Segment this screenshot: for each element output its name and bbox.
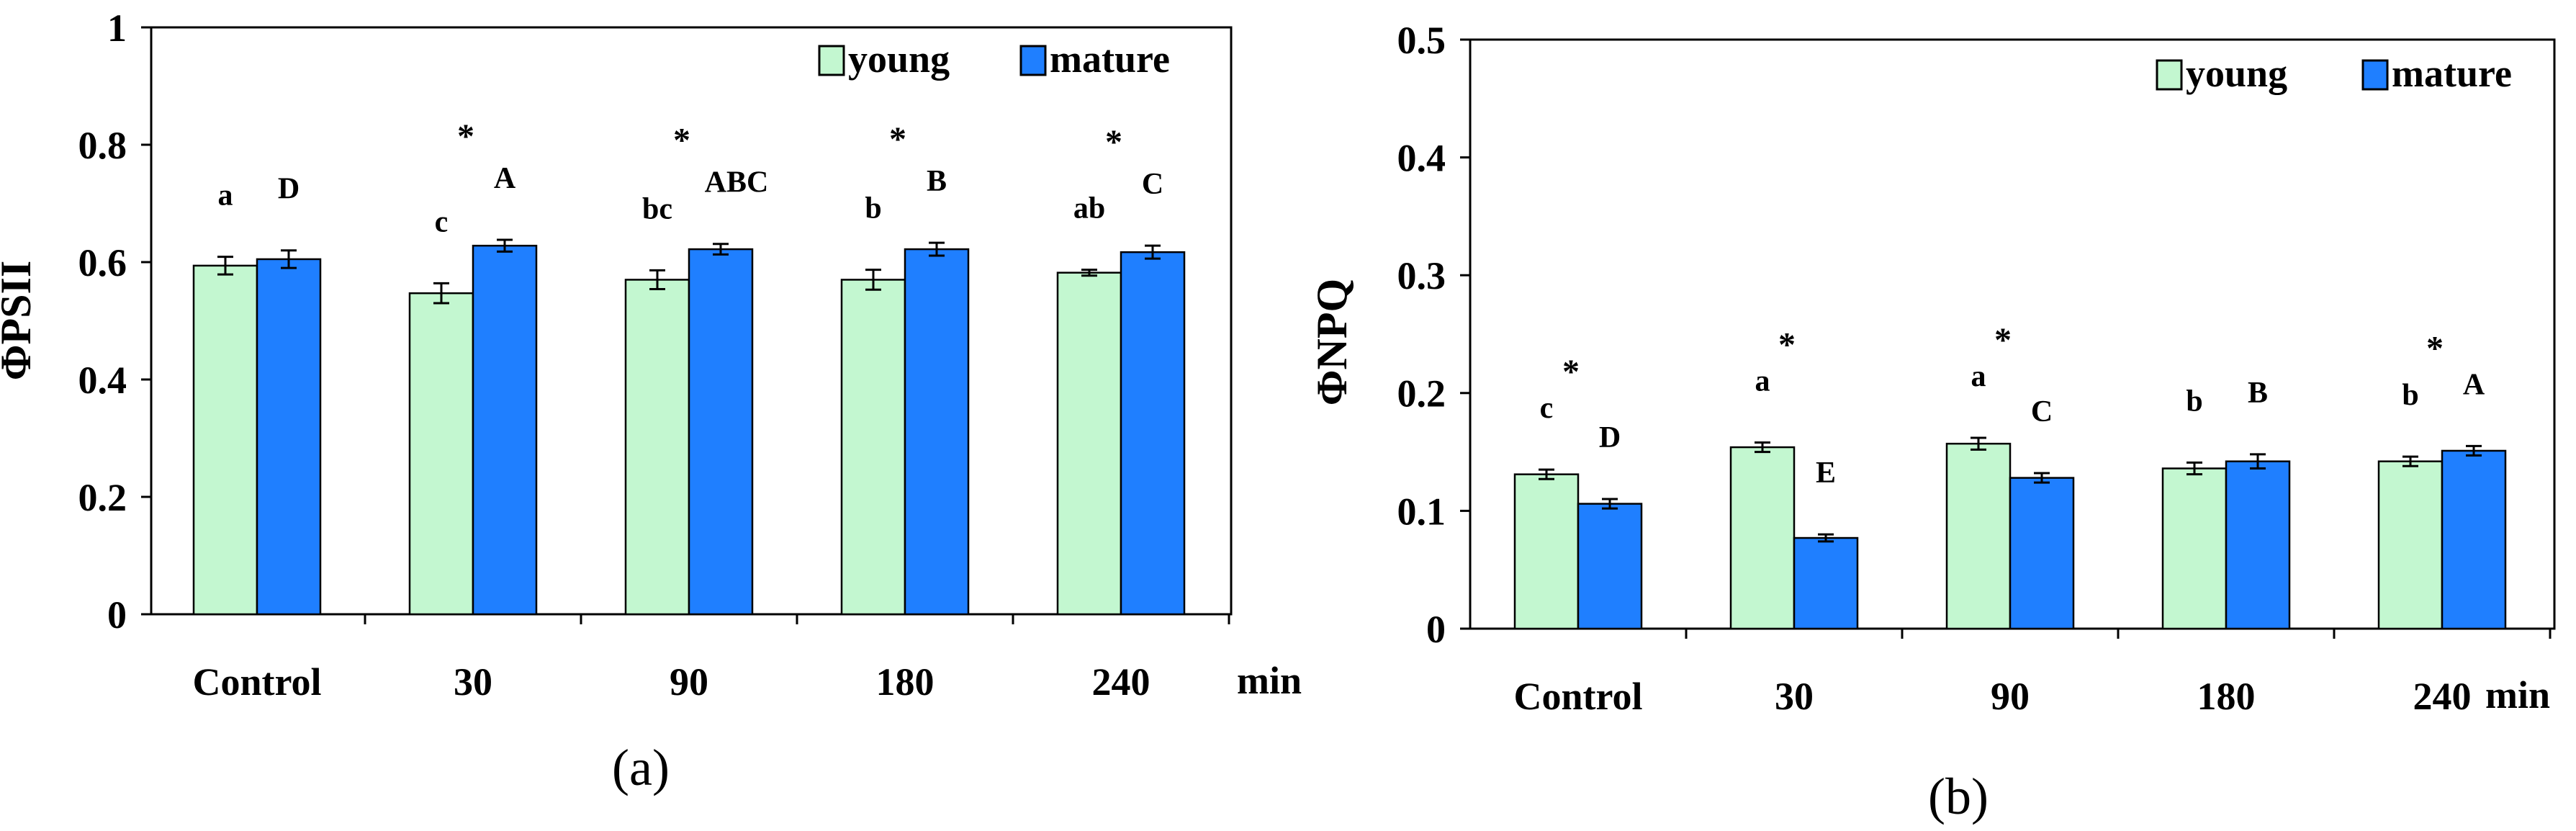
significance-letter-mature: ABC: [705, 166, 769, 199]
significance-letter-young: b: [865, 192, 881, 225]
panel-label: (b): [1928, 768, 1989, 825]
x-tick-label: 240: [2413, 675, 2472, 718]
legend-label-mature: mature: [2392, 52, 2512, 95]
y-axis-label: ΦNPQ: [1308, 279, 1356, 405]
legend-label-young: young: [848, 37, 950, 81]
significance-letter-young: ab: [1073, 192, 1105, 225]
bar-young-240: [2377, 460, 2444, 630]
significance-letter-young: a: [1971, 360, 1986, 393]
legend-swatch-mature: [1019, 45, 1047, 76]
significance-letter-mature: A: [2463, 368, 2485, 401]
y-tick-label: 0.1: [1397, 490, 1446, 533]
bar-mature-Control: [256, 258, 322, 616]
significance-star: *: [1562, 353, 1580, 391]
significance-letter-young: bc: [642, 192, 672, 225]
bar-mature-180: [2225, 460, 2291, 630]
significance-star: *: [1994, 321, 2012, 359]
x-axis-label: min: [2485, 673, 2550, 717]
y-tick-label: 0: [107, 593, 127, 637]
x-tick-label: 30: [454, 660, 492, 704]
panel-label: (a): [612, 739, 670, 796]
significance-letter-mature: C: [2031, 395, 2053, 428]
x-tick-label: 90: [1991, 675, 2030, 718]
bar-young-180: [840, 279, 906, 616]
x-tick-label: 90: [670, 660, 708, 704]
significance-star: *: [1105, 123, 1122, 161]
y-axis-label: ΦPSII: [0, 261, 40, 380]
significance-letter-young: a: [218, 179, 233, 212]
y-tick-label: 1: [107, 6, 127, 50]
legend-swatch-mature: [2361, 59, 2389, 91]
x-tick-label: 180: [876, 660, 935, 704]
significance-letter-young: c: [1540, 392, 1554, 425]
y-tick-label: 0.8: [78, 124, 127, 167]
x-tick-label: 30: [1775, 675, 1814, 718]
significance-letter-mature: A: [494, 162, 516, 195]
bar-young-30: [1729, 446, 1796, 630]
bar-young-240: [1056, 271, 1122, 616]
bar-young-Control: [1513, 473, 1580, 630]
y-tick-label: 0: [1426, 608, 1446, 651]
significance-star: *: [889, 120, 906, 158]
y-tick-label: 0.3: [1397, 254, 1446, 297]
bar-young-30: [408, 292, 474, 616]
bar-mature-240: [2441, 449, 2507, 630]
bar-mature-180: [904, 248, 970, 616]
y-tick-label: 0.2: [78, 476, 127, 519]
significance-star: *: [673, 122, 690, 160]
significance-letter-young: b: [2402, 379, 2418, 412]
x-tick-label: Control: [192, 660, 321, 704]
bar-mature-240: [1120, 251, 1186, 616]
bar-young-90: [624, 279, 690, 616]
significance-letter-mature: C: [1142, 168, 1163, 201]
significance-letter-young: a: [1755, 365, 1770, 398]
significance-star: *: [2426, 329, 2444, 367]
significance-star: *: [1778, 326, 1796, 364]
x-tick-label: 240: [1092, 660, 1150, 704]
significance-star: *: [457, 117, 474, 156]
significance-letter-mature: B: [927, 165, 947, 198]
bar-mature-30: [1793, 536, 1859, 630]
bar-mature-30: [472, 244, 538, 616]
significance-letter-young: b: [2186, 385, 2202, 418]
significance-letter-mature: D: [1599, 421, 1621, 454]
legend-swatch-young: [818, 45, 845, 76]
legend-label-mature: mature: [1050, 37, 1170, 81]
bar-young-Control: [192, 264, 258, 616]
x-axis-label: min: [1237, 659, 1302, 702]
y-tick-label: 0.2: [1397, 372, 1446, 416]
legend-label-young: young: [2186, 52, 2287, 95]
y-tick-label: 0.5: [1397, 19, 1446, 62]
x-tick-label: 180: [2197, 675, 2256, 718]
bar-mature-90: [2009, 477, 2075, 630]
y-tick-label: 0.4: [1397, 137, 1446, 180]
significance-letter-mature: B: [2248, 377, 2268, 410]
significance-letter-mature: E: [1816, 457, 1836, 490]
y-tick-label: 0.6: [78, 241, 127, 284]
y-tick-label: 0.4: [78, 359, 127, 402]
bar-young-90: [1945, 442, 2012, 630]
significance-letter-young: c: [435, 205, 449, 238]
x-tick-label: Control: [1513, 675, 1642, 718]
significance-letter-mature: D: [278, 173, 300, 206]
bar-mature-90: [688, 248, 754, 616]
bar-young-180: [2161, 467, 2228, 630]
legend-swatch-young: [2156, 59, 2183, 91]
bar-mature-Control: [1577, 503, 1643, 630]
